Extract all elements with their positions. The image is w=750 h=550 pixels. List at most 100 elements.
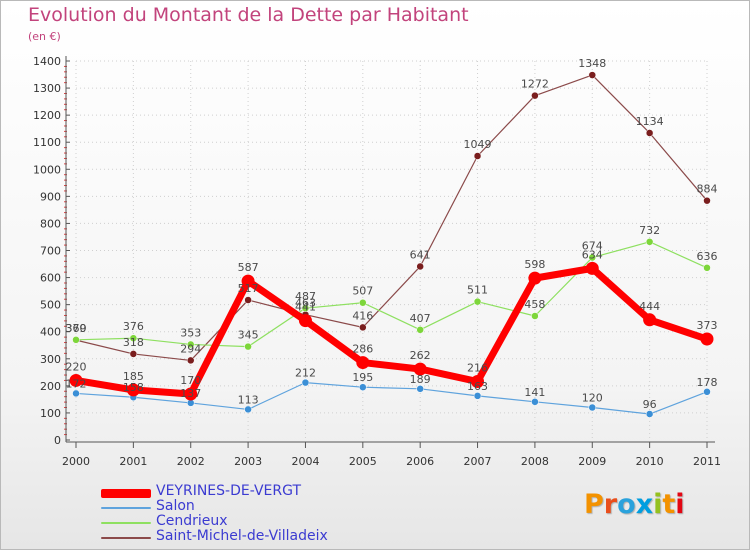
data-label: 137 — [180, 387, 201, 400]
data-label: 141 — [524, 386, 545, 399]
data-point — [356, 356, 370, 370]
data-label: 163 — [467, 380, 488, 393]
data-point — [473, 152, 482, 160]
data-point — [129, 334, 138, 342]
y-tick-label: 1000 — [33, 163, 61, 176]
logo-letter: r — [603, 489, 618, 520]
data-point — [531, 398, 539, 406]
data-point — [129, 350, 138, 358]
data-point — [416, 385, 424, 393]
data-label: 195 — [352, 371, 373, 384]
data-point — [301, 304, 310, 312]
data-point — [186, 356, 195, 365]
y-tick-label: 0 — [54, 434, 61, 447]
y-tick-label: 800 — [40, 217, 61, 230]
y-tick-label: 200 — [40, 380, 61, 393]
data-labels: 369 318 294 517 463 416 641 1049 1272 1348 1134 884… — [66, 57, 718, 411]
data-label: 636 — [697, 250, 718, 263]
logo-letter: i — [675, 489, 685, 520]
data-point — [72, 389, 80, 398]
data-label: 634 — [582, 248, 603, 261]
data-point — [301, 378, 310, 387]
legend-swatch-salon — [101, 507, 151, 509]
x-tick-label: 2010 — [636, 455, 664, 468]
y-tick-label: 600 — [40, 272, 61, 285]
y-tick-label: 100 — [40, 407, 61, 420]
data-label: 587 — [238, 261, 259, 274]
data-point — [645, 410, 654, 418]
data-label: 120 — [582, 392, 603, 405]
data-label: 732 — [639, 224, 660, 237]
x-tick-label: 2006 — [406, 455, 434, 468]
chart-title: Evolution du Montant de la Dette par Hab… — [28, 4, 469, 26]
data-label: 370 — [66, 322, 87, 335]
x-tick-label: 2008 — [521, 455, 549, 468]
data-label: 1272 — [521, 78, 549, 91]
data-point — [244, 342, 252, 351]
data-label: 511 — [467, 284, 488, 297]
y-tick-label: 1100 — [33, 136, 61, 149]
series-line-2 — [75, 382, 708, 415]
data-label: 178 — [697, 376, 718, 389]
legend-swatch-veyrines — [101, 488, 151, 498]
data-label: 376 — [123, 320, 144, 333]
data-label: 1049 — [464, 138, 492, 151]
series-line-1 — [75, 241, 708, 348]
data-point — [703, 196, 711, 205]
data-label: 444 — [639, 300, 660, 313]
legend-swatch-cendrieux — [101, 522, 151, 524]
data-label: 517 — [238, 282, 259, 295]
data-point — [413, 362, 427, 376]
data-label: 345 — [238, 329, 259, 342]
y-tick-label: 1400 — [33, 55, 61, 68]
x-tick-label: 2003 — [234, 455, 262, 468]
data-point — [703, 264, 711, 272]
data-point — [298, 314, 312, 328]
data-label: 216 — [467, 362, 488, 375]
data-label: 884 — [697, 183, 718, 196]
x-tick-label: 2009 — [578, 455, 606, 468]
axes: 0 100 200 300 400 500 600 700 800 900 1000 1100 1200… — [33, 55, 721, 468]
data-label: 262 — [410, 349, 431, 362]
logo-letter: P — [584, 489, 604, 520]
data-point — [528, 271, 542, 285]
y-tick-label: 1200 — [33, 109, 61, 122]
data-point — [244, 405, 252, 414]
data-label: 96 — [643, 398, 657, 411]
data-label: 318 — [123, 336, 144, 349]
data-point — [416, 262, 424, 271]
legend-label-cendrieux: Cendrieux — [156, 513, 228, 529]
data-label: 113 — [238, 393, 259, 406]
logo-letter: o — [617, 489, 636, 520]
data-point — [643, 313, 657, 327]
x-tick-label: 2007 — [464, 455, 492, 468]
data-label: 407 — [410, 312, 431, 325]
data-label: 294 — [180, 342, 201, 355]
data-point — [473, 392, 482, 400]
data-point — [72, 336, 80, 344]
data-point — [645, 238, 654, 246]
legend-label-saint-michel: Saint-Michel-de-Villadeix — [156, 528, 328, 544]
data-label: 212 — [295, 367, 316, 380]
legend-swatch-saint-michel — [101, 537, 151, 539]
x-tick-label: 2002 — [177, 455, 205, 468]
x-tick-label: 2001 — [119, 455, 147, 468]
data-label: 220 — [66, 360, 87, 373]
data-label: 458 — [524, 298, 545, 311]
y-tick-label: 900 — [40, 190, 61, 203]
data-label: 172 — [66, 377, 87, 390]
series-line-3 — [72, 264, 711, 398]
data-label: 1134 — [636, 115, 664, 128]
y-tick-label: 1300 — [33, 82, 61, 95]
data-label: 441 — [295, 301, 316, 314]
x-tick-label: 2000 — [62, 455, 90, 468]
chart-unit: (en €) — [28, 30, 61, 43]
logo-letter: t — [662, 489, 676, 520]
data-point — [244, 296, 252, 304]
data-point — [531, 312, 539, 320]
legend-label-salon: Salon — [156, 498, 195, 514]
data-label: 416 — [352, 309, 373, 322]
data-label: 463 — [295, 297, 316, 310]
data-label: 641 — [410, 248, 431, 261]
